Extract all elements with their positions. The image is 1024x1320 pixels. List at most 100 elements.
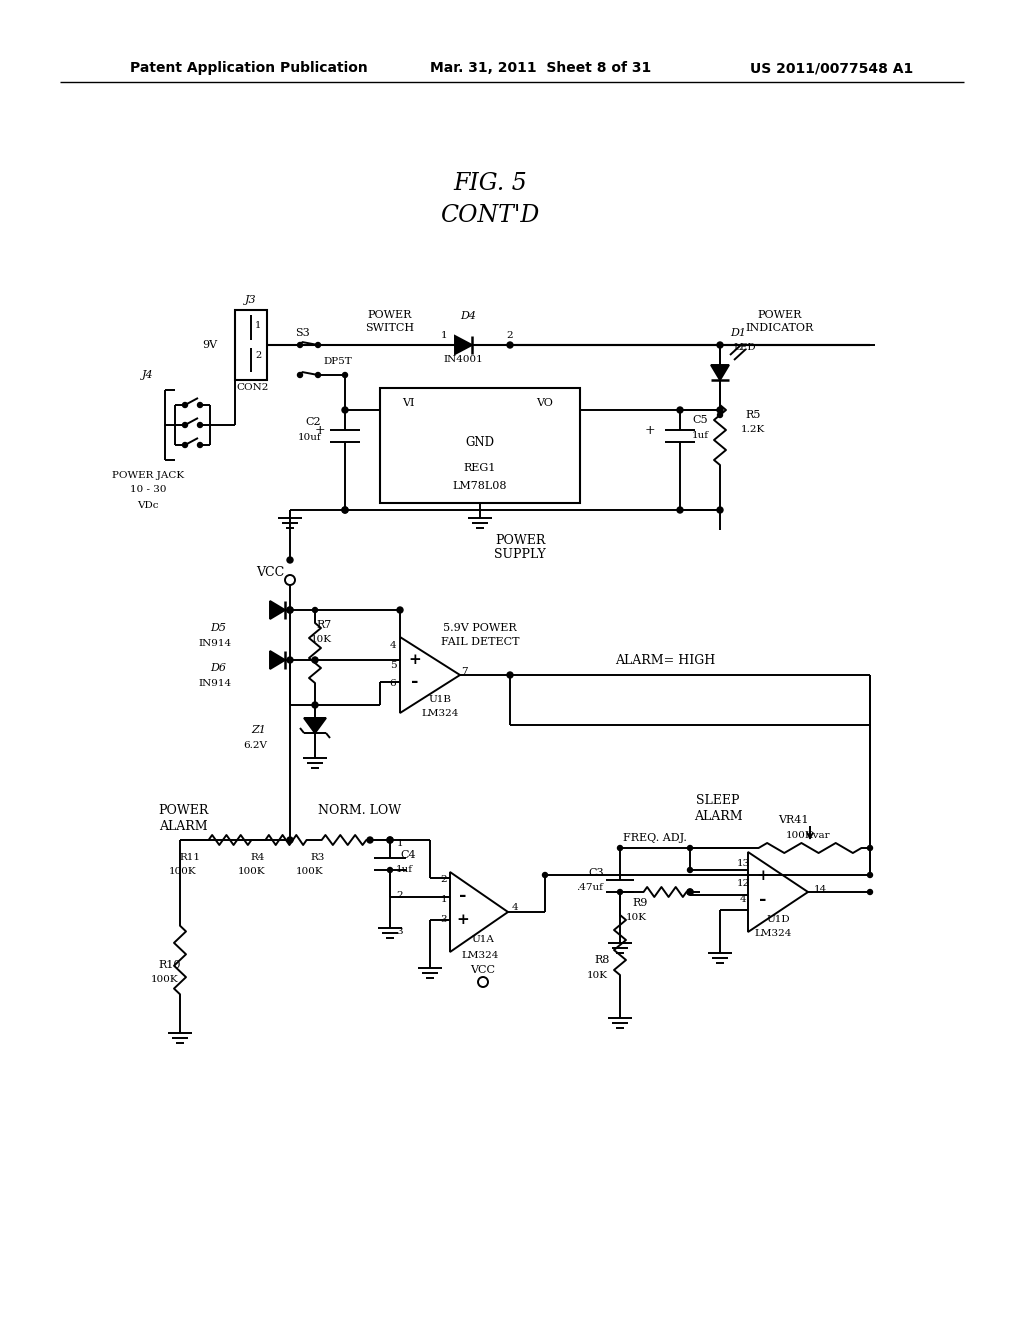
Circle shape (287, 557, 293, 564)
Text: 4: 4 (512, 903, 518, 912)
Text: +: + (314, 424, 326, 437)
Circle shape (342, 507, 348, 513)
Text: VCC: VCC (256, 565, 284, 578)
Circle shape (298, 342, 302, 347)
Circle shape (287, 607, 293, 612)
Circle shape (867, 890, 872, 895)
Text: 9V: 9V (203, 341, 217, 350)
Text: 1: 1 (396, 838, 403, 847)
Text: CON2: CON2 (237, 384, 269, 392)
Text: C4: C4 (400, 850, 416, 861)
Text: 5: 5 (390, 660, 396, 669)
Text: -: - (459, 887, 467, 906)
Circle shape (867, 873, 872, 878)
Polygon shape (270, 601, 285, 619)
Text: 10 - 30: 10 - 30 (130, 486, 166, 495)
Text: 5.9V POWER: 5.9V POWER (443, 623, 517, 634)
Text: DP5T: DP5T (324, 358, 352, 367)
Circle shape (387, 867, 392, 873)
Circle shape (717, 407, 723, 413)
Text: 100K: 100K (296, 867, 324, 876)
Text: SLEEP: SLEEP (696, 793, 739, 807)
Text: R4: R4 (251, 854, 265, 862)
Polygon shape (455, 337, 472, 354)
Circle shape (182, 442, 187, 447)
Text: 6.2V: 6.2V (243, 741, 267, 750)
Circle shape (687, 846, 692, 850)
Circle shape (718, 412, 723, 417)
Circle shape (198, 422, 203, 428)
Circle shape (342, 507, 348, 513)
Polygon shape (450, 873, 508, 952)
Circle shape (867, 846, 872, 850)
Text: U1D: U1D (766, 916, 790, 924)
Text: R10: R10 (159, 960, 181, 970)
Circle shape (198, 442, 203, 447)
Circle shape (287, 607, 293, 612)
Text: Z1: Z1 (252, 725, 266, 735)
Text: C2: C2 (305, 417, 321, 426)
Text: J3: J3 (245, 294, 257, 305)
Circle shape (507, 672, 513, 678)
Text: 1uf: 1uf (395, 866, 413, 874)
Text: INDICATOR: INDICATOR (745, 323, 814, 333)
Text: 2: 2 (507, 330, 513, 339)
Text: 1: 1 (440, 330, 447, 339)
Text: LM324: LM324 (755, 929, 792, 939)
Circle shape (298, 372, 302, 378)
Circle shape (198, 403, 203, 408)
Circle shape (387, 837, 393, 843)
Text: 1uf: 1uf (691, 430, 709, 440)
Text: +: + (409, 653, 421, 667)
Text: SUPPLY: SUPPLY (495, 549, 546, 561)
Text: -: - (759, 891, 767, 909)
Text: R9: R9 (632, 898, 648, 908)
Text: 1: 1 (255, 321, 261, 330)
Text: ALARM= HIGH: ALARM= HIGH (614, 653, 715, 667)
Circle shape (717, 342, 723, 348)
Text: D6: D6 (210, 663, 226, 673)
Text: 3: 3 (440, 916, 447, 924)
Text: D4: D4 (460, 312, 476, 321)
Text: POWER: POWER (495, 533, 545, 546)
Circle shape (387, 837, 393, 843)
Text: .47uf: .47uf (575, 883, 602, 892)
Text: 3: 3 (396, 928, 403, 936)
Text: VCC: VCC (470, 965, 496, 975)
Text: U1A: U1A (472, 936, 495, 945)
Text: LM324: LM324 (462, 950, 499, 960)
Text: POWER JACK: POWER JACK (112, 470, 184, 479)
Text: VDc: VDc (137, 500, 159, 510)
Text: 10K: 10K (587, 970, 607, 979)
Text: 2: 2 (255, 351, 261, 359)
Text: IN914: IN914 (199, 639, 231, 648)
Text: U1B: U1B (428, 696, 452, 705)
Text: US 2011/0077548 A1: US 2011/0077548 A1 (750, 61, 913, 75)
Text: +: + (457, 913, 469, 927)
Circle shape (182, 422, 187, 428)
Circle shape (182, 403, 187, 408)
Circle shape (507, 342, 513, 348)
Polygon shape (748, 851, 808, 932)
Text: 14: 14 (814, 886, 827, 895)
Text: 7: 7 (461, 668, 467, 676)
Text: VR41: VR41 (778, 814, 808, 825)
Text: 6: 6 (390, 678, 396, 688)
Text: CONT'D: CONT'D (440, 203, 540, 227)
Text: 4: 4 (739, 895, 746, 904)
Circle shape (312, 657, 318, 663)
Text: 100Kvar: 100Kvar (785, 832, 830, 841)
Text: 100K: 100K (239, 867, 266, 876)
Text: R7: R7 (316, 620, 332, 630)
Circle shape (312, 702, 318, 708)
Text: FIG. 5: FIG. 5 (454, 172, 527, 194)
Text: LM324: LM324 (421, 710, 459, 718)
Circle shape (315, 342, 321, 347)
Text: Patent Application Publication: Patent Application Publication (130, 61, 368, 75)
Circle shape (687, 888, 693, 895)
Text: 10uf: 10uf (298, 433, 322, 441)
Text: +: + (645, 424, 655, 437)
Circle shape (312, 607, 317, 612)
Circle shape (617, 890, 623, 895)
Text: NORM. LOW: NORM. LOW (318, 804, 401, 817)
